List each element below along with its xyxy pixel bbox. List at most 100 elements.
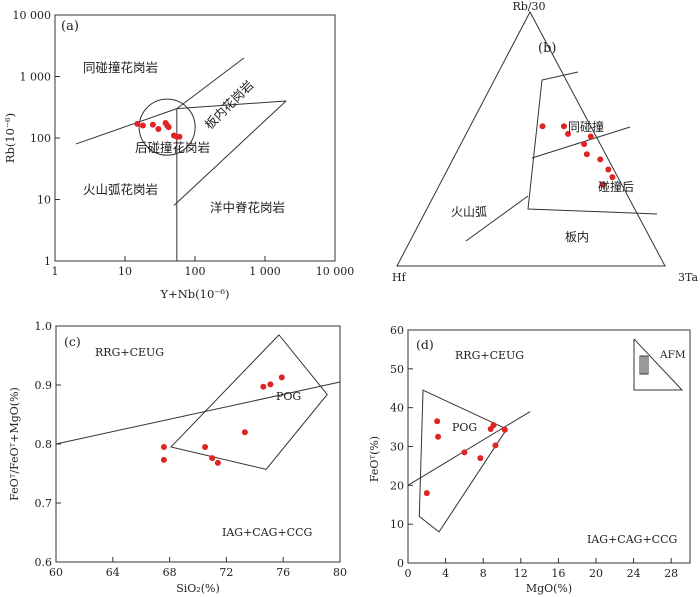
x-tick-label: 1 xyxy=(52,265,59,278)
panel-d-label: (d) xyxy=(416,337,434,352)
x-tick-label: 80 xyxy=(333,566,347,579)
post-collision-circle xyxy=(138,98,196,156)
data-point xyxy=(149,121,156,128)
data-point xyxy=(241,429,248,436)
data-point xyxy=(434,418,441,425)
data-point xyxy=(260,383,267,390)
y-tick-label: 30 xyxy=(390,441,404,454)
apex-top-label: Rb/30 xyxy=(512,0,545,13)
y-tick-label: 1 000 xyxy=(20,71,52,84)
y-tick-label: 20 xyxy=(390,479,404,492)
x-tick-label: 8 xyxy=(480,567,487,580)
x-tick-label: 72 xyxy=(219,566,233,579)
y-tick-label: 1.0 xyxy=(35,320,53,333)
y-tick-label: 0.7 xyxy=(35,497,53,510)
data-point xyxy=(134,120,141,127)
region-pog-c: POG xyxy=(276,390,301,403)
x-tick-label: 60 xyxy=(49,566,63,579)
data-point xyxy=(435,433,442,440)
data-point xyxy=(501,426,508,433)
region-rrg-ceug-c: RRG+CEUG xyxy=(95,346,164,359)
boundary-volcanic-arc xyxy=(465,195,529,242)
data-point xyxy=(155,126,162,133)
region-iag-cag-ccg-c: IAG+CAG+CCG xyxy=(222,526,312,539)
data-point xyxy=(477,455,484,462)
x-tick-label: 76 xyxy=(276,566,290,579)
data-point xyxy=(461,449,468,456)
ternary-triangle xyxy=(396,10,666,267)
x-tick-label: 0 xyxy=(405,567,412,580)
x-tick-label: 12 xyxy=(514,567,528,580)
data-point xyxy=(490,422,497,429)
pog-field-polygon xyxy=(170,334,328,470)
x-tick-label: 4 xyxy=(442,567,449,580)
data-point xyxy=(581,141,588,148)
data-point xyxy=(139,122,146,129)
y-tick-label: 0.8 xyxy=(35,438,53,451)
data-point xyxy=(214,459,221,466)
data-point xyxy=(587,133,594,140)
panel-d-ylabel: FeOᵀ(%) xyxy=(368,436,381,482)
y-tick-label: 100 xyxy=(30,132,51,145)
data-point xyxy=(600,181,607,188)
panel-a-frame xyxy=(54,14,336,262)
panel-b-ternary: Rb/30 Hf 3Ta (b) 同碰撞 碰撞后 火山弧 板内 xyxy=(392,0,698,284)
x-tick-label: 10 xyxy=(118,265,132,278)
region-iag-cag-ccg-d: IAG+CAG+CCG xyxy=(587,533,677,546)
field-divider-line xyxy=(55,381,341,445)
data-point xyxy=(209,455,216,462)
region-volcanic-arc-granite: 火山弧花岗岩 xyxy=(83,182,158,197)
boundary-syn-post-split xyxy=(531,126,631,159)
data-point xyxy=(267,381,274,388)
data-point xyxy=(583,151,590,158)
apex-left-label: Hf xyxy=(392,271,407,284)
region-post-collision-granite: 后碰撞花岗岩 xyxy=(135,140,210,155)
boundary-syn-vs-post xyxy=(527,71,658,215)
panel-c-xlabel: SiO₂(%) xyxy=(176,582,220,595)
y-tick-label: 40 xyxy=(390,402,404,415)
y-tick-label: 1 xyxy=(44,255,51,268)
panel-c-feot-ratio-vs-sio2: 60 64 68 72 76 80 0.6 0.7 0.8 0.9 1.0 (c) RRG+CEUG… xyxy=(8,320,347,595)
field-boundary-line xyxy=(75,108,177,145)
data-point xyxy=(492,442,499,449)
pog-field-polygon xyxy=(418,389,508,533)
apex-right-label: 3Ta xyxy=(678,271,698,284)
x-tick-label: 28 xyxy=(664,567,678,580)
afm-inset-triangle xyxy=(633,338,684,391)
x-tick-label: 10 000 xyxy=(316,265,355,278)
region-within-plate-granite: 板内花岗岩 xyxy=(202,77,257,132)
ternary-field-boundaries xyxy=(465,71,658,242)
region-within-plate: 板内 xyxy=(565,230,589,244)
region-rrg-ceug-d: RRG+CEUG xyxy=(455,349,524,362)
panel-d-xlabel: MgO(%) xyxy=(526,582,572,595)
data-point xyxy=(202,443,209,450)
afm-inset-icon xyxy=(633,338,684,391)
data-point xyxy=(560,123,567,130)
y-tick-label: 10 xyxy=(390,518,404,531)
field-divider-line xyxy=(407,411,531,486)
data-point xyxy=(176,133,183,140)
x-tick-label: 68 xyxy=(163,566,177,579)
panel-a-rb-vs-ynb: 1 10 100 1 000 10 000 1 10 100 1 000 10 000 (a) 同… xyxy=(3,9,354,301)
data-point xyxy=(609,174,616,181)
region-syn-collision-granite: 同碰撞花岗岩 xyxy=(83,60,158,75)
data-point xyxy=(539,123,546,130)
data-point xyxy=(423,490,430,497)
x-tick-label: 20 xyxy=(589,567,603,580)
data-point xyxy=(278,374,285,381)
panel-b-label: (b) xyxy=(538,41,556,56)
field-boundary-line xyxy=(176,100,287,110)
panel-a-ylabel: Rb(10⁻⁶) xyxy=(3,113,17,163)
panel-c-ylabel: FeOᵀ/FeOᵀ+MgO(%) xyxy=(8,387,21,501)
panel-a-label: (a) xyxy=(61,19,79,34)
data-point xyxy=(165,124,172,131)
afm-inset-label: AFM xyxy=(659,349,686,361)
data-point xyxy=(605,166,612,173)
field-boundary-line xyxy=(173,100,287,206)
data-point xyxy=(565,130,571,137)
panel-a-xlabel: Y+Nb(10⁻⁶) xyxy=(160,287,230,301)
y-tick-label: 10 000 xyxy=(13,9,52,22)
region-volcanic-arc: 火山弧 xyxy=(451,205,487,219)
y-tick-label: 0.6 xyxy=(35,556,53,569)
